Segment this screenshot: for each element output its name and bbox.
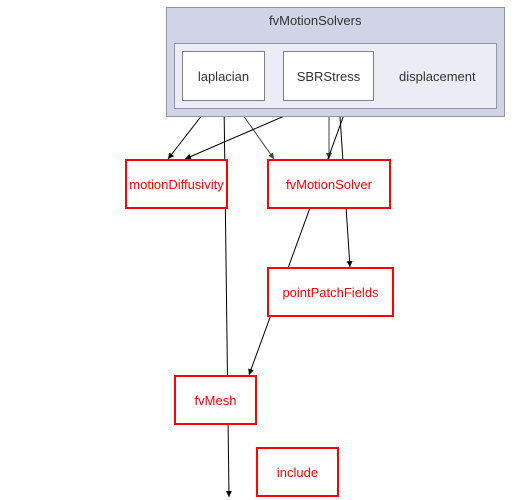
- node-motion-diffusivity[interactable]: motionDiffusivity: [125, 159, 228, 209]
- outer-container-label: fvMotionSolvers: [269, 13, 361, 28]
- node-pointpatchfields[interactable]: pointPatchFields: [267, 267, 394, 317]
- node-sbrstress-label: SBRStress: [297, 69, 361, 84]
- node-fvmotionsolver[interactable]: fvMotionSolver: [267, 159, 391, 209]
- node-pointpatchfields-label: pointPatchFields: [282, 285, 378, 300]
- node-fvmesh-label: fvMesh: [195, 393, 237, 408]
- node-laplacian[interactable]: laplacian: [182, 51, 265, 101]
- node-fvmesh[interactable]: fvMesh: [174, 375, 257, 425]
- node-sbrstress[interactable]: SBRStress: [283, 51, 374, 101]
- node-laplacian-label: laplacian: [198, 69, 249, 84]
- node-include[interactable]: include: [256, 447, 339, 497]
- node-fvmotionsolver-label: fvMotionSolver: [286, 177, 372, 192]
- node-include-label: include: [277, 465, 318, 480]
- node-motion-diffusivity-label: motionDiffusivity: [129, 177, 223, 192]
- inner-container-label: displacement: [399, 69, 476, 84]
